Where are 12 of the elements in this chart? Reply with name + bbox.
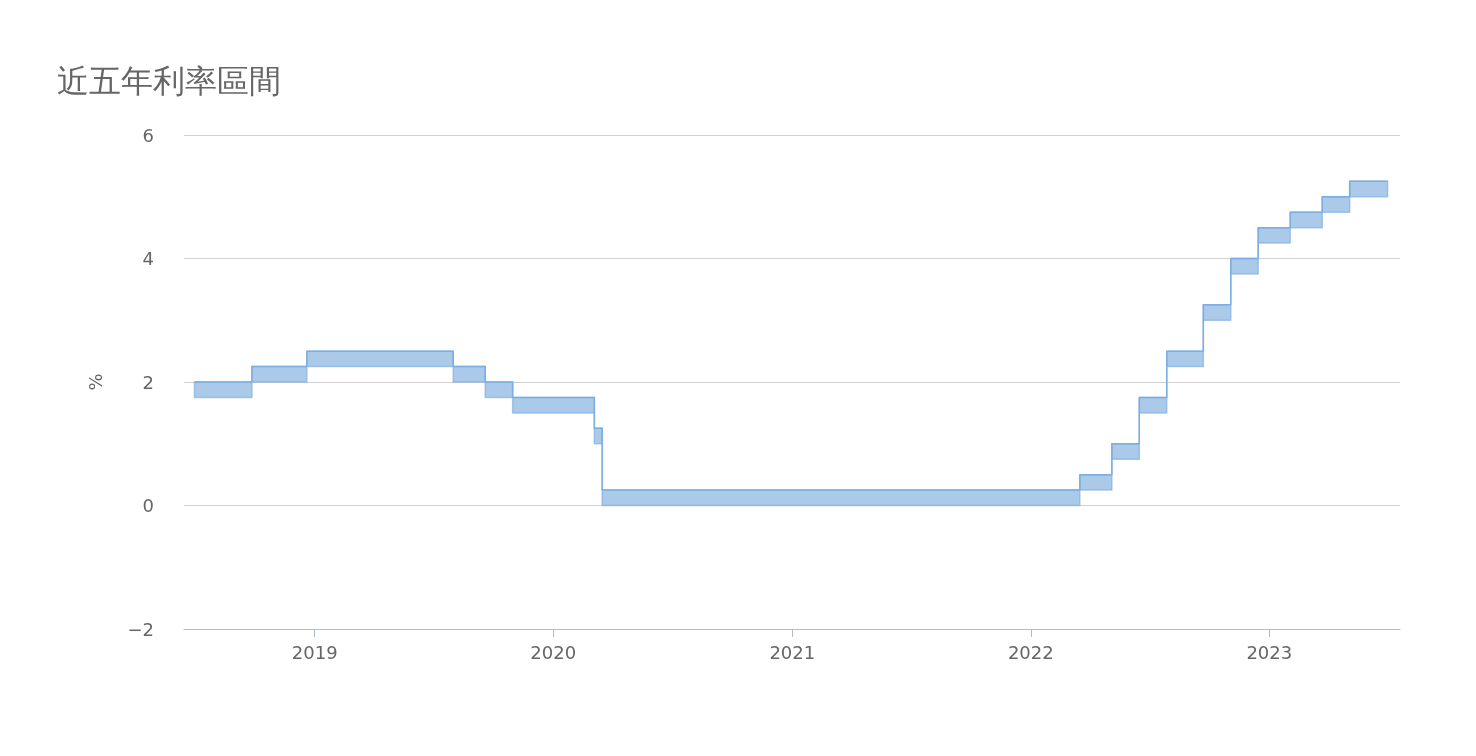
x-tick-label: 2023 xyxy=(1246,641,1293,663)
y-tick-label: 0 xyxy=(142,495,154,516)
y-tick-label: −2 xyxy=(127,618,154,640)
x-tick-label: 2019 xyxy=(291,641,338,663)
chart-title: 近五年利率區間 xyxy=(57,62,281,100)
y-tick-label: 6 xyxy=(142,124,154,146)
x-tick-label: 2021 xyxy=(769,641,816,663)
x-tick-label: 2020 xyxy=(530,641,577,663)
y-axis-title: % xyxy=(84,373,106,391)
y-tick-label: 4 xyxy=(142,248,154,269)
x-tick-label: 2022 xyxy=(1007,641,1054,663)
y-tick-label: 2 xyxy=(142,371,154,393)
